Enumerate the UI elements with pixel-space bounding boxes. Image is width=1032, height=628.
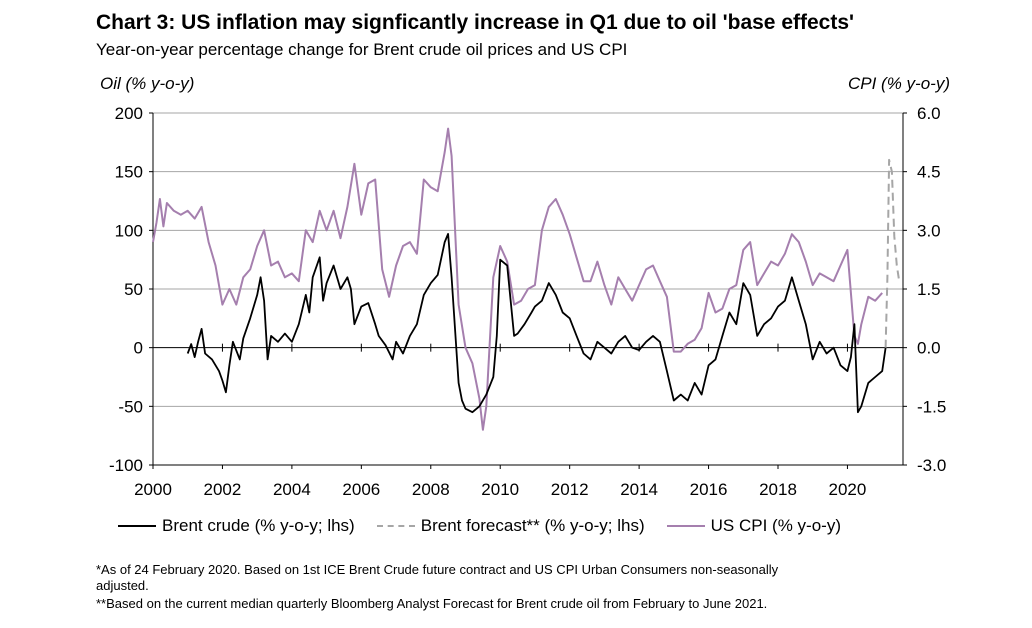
series-brent-line bbox=[186, 232, 887, 414]
legend-swatch-brent bbox=[118, 525, 156, 527]
footnote-1: *As of 24 February 2020. Based on 1st IC… bbox=[96, 562, 779, 577]
footnote-3: **Based on the current median quarterly … bbox=[96, 596, 768, 611]
x-tick-label: 2016 bbox=[690, 480, 728, 499]
x-tick-label: 2000 bbox=[134, 480, 172, 499]
x-tick-label: 2004 bbox=[273, 480, 311, 499]
x-tick-label: 2020 bbox=[829, 480, 867, 499]
y-tick-left-label: 150 bbox=[115, 163, 143, 182]
y-tick-right-label: 0.0 bbox=[917, 339, 941, 358]
x-tick-label: 2018 bbox=[759, 480, 797, 499]
legend-label-cpi: US CPI (% y-o-y) bbox=[710, 516, 841, 535]
y-tick-left-label: -50 bbox=[118, 397, 143, 416]
chart-title: Chart 3: US inflation may signficantly i… bbox=[96, 11, 855, 34]
x-tick-label: 2002 bbox=[204, 480, 242, 499]
legend-item-brent: Brent crude (% y-o-y; lhs) bbox=[118, 516, 355, 536]
y-tick-right-label: 6.0 bbox=[917, 104, 941, 123]
chart-subtitle: Year-on-year percentage change for Brent… bbox=[96, 40, 628, 59]
series-brent-forecast-line bbox=[884, 158, 901, 348]
legend-item-forecast: Brent forecast** (% y-o-y; lhs) bbox=[376, 516, 645, 536]
y-tick-left-label: 100 bbox=[115, 221, 143, 240]
legend-label-forecast: Brent forecast** (% y-o-y; lhs) bbox=[420, 516, 645, 535]
y-tick-right-label: -3.0 bbox=[917, 456, 946, 475]
y-tick-right-label: 1.5 bbox=[917, 280, 941, 299]
legend-item-cpi: US CPI (% y-o-y) bbox=[666, 516, 841, 536]
series-us-cpi-line bbox=[152, 127, 883, 431]
y-tick-left-label: 200 bbox=[115, 104, 143, 123]
y-tick-right-label: 4.5 bbox=[917, 163, 941, 182]
y-tick-right-label: 3.0 bbox=[917, 221, 941, 240]
x-tick-label: 2010 bbox=[481, 480, 519, 499]
x-tick-label: 2006 bbox=[342, 480, 380, 499]
y-tick-left-label: 50 bbox=[124, 280, 143, 299]
footnote-2: adjusted. bbox=[96, 578, 149, 593]
y-tick-left-label: 0 bbox=[134, 339, 143, 358]
legend-swatch-forecast bbox=[376, 525, 415, 527]
right-axis-label: CPI (% y-o-y) bbox=[848, 74, 950, 93]
y-tick-right-label: -1.5 bbox=[917, 397, 946, 416]
legend-label-brent: Brent crude (% y-o-y; lhs) bbox=[162, 516, 355, 535]
chart-legend: Brent crude (% y-o-y; lhs) Brent forecas… bbox=[118, 516, 863, 536]
x-tick-label: 2014 bbox=[620, 480, 658, 499]
x-tick-label: 2012 bbox=[551, 480, 589, 499]
legend-swatch-cpi bbox=[666, 525, 705, 527]
y-tick-left-label: -100 bbox=[109, 456, 143, 475]
left-axis-label: Oil (% y-o-y) bbox=[100, 74, 195, 93]
x-tick-label: 2008 bbox=[412, 480, 450, 499]
